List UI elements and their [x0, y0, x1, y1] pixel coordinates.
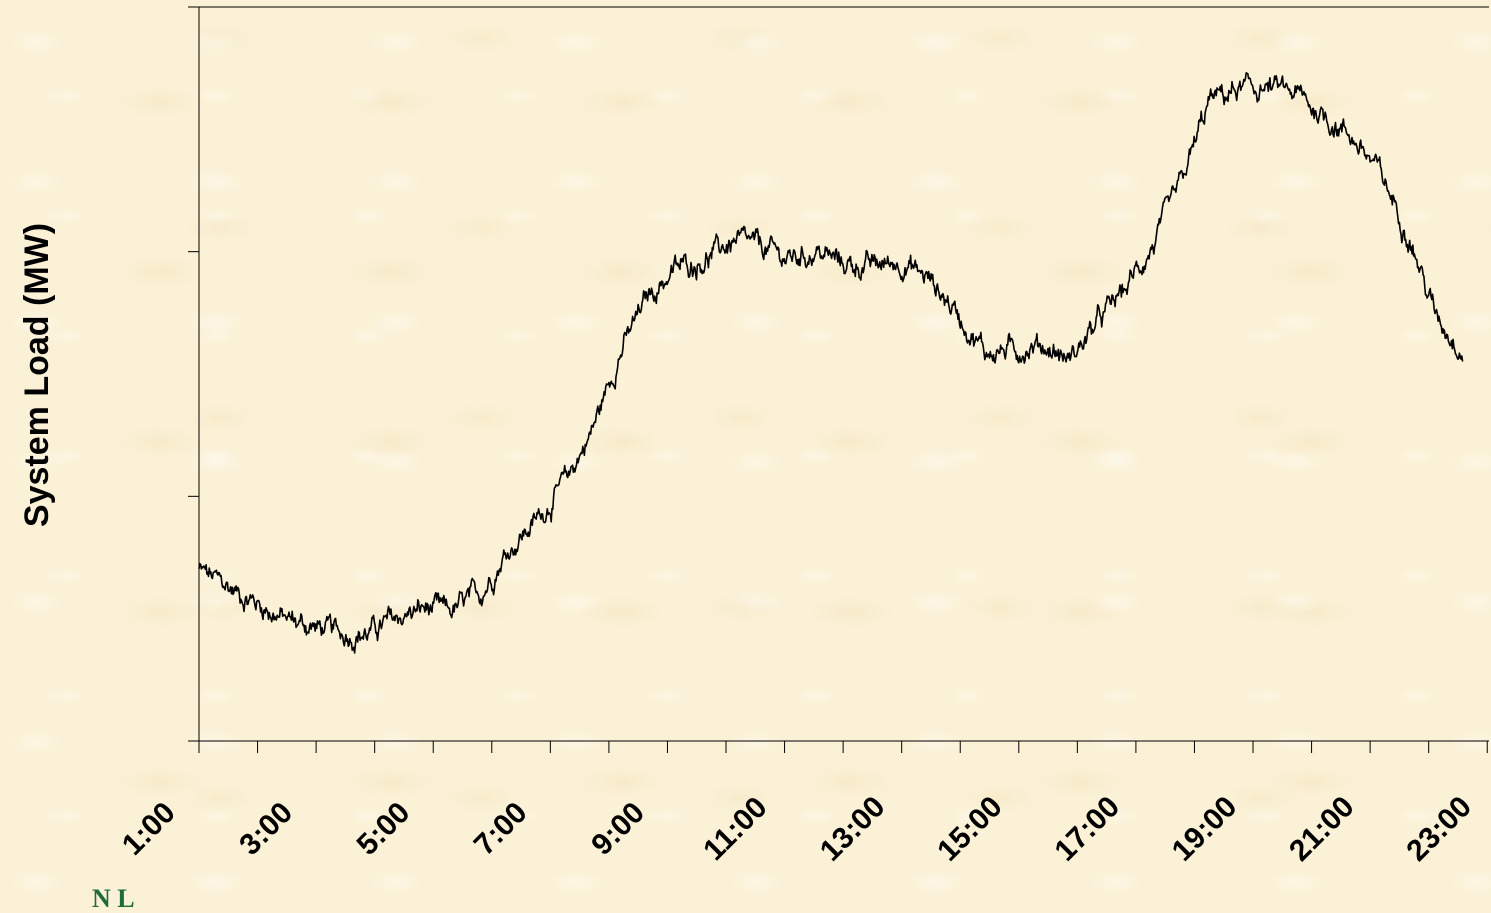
x-tick-label: 1:00 — [116, 796, 182, 862]
x-tick-label: 7:00 — [468, 796, 534, 862]
x-tick-labels: 1:00 3:00 5:00 7:00 9:00 11:00 13:00 15:00 17:00… — [116, 790, 1478, 868]
x-tick-label: 3:00 — [233, 796, 299, 862]
series-line-system-load — [198, 72, 1464, 654]
x-tick-label: 23:00 — [1400, 790, 1478, 868]
chart-axes — [188, 6, 1489, 753]
x-tick-label: 15:00 — [931, 790, 1009, 868]
footer-text: N L — [92, 884, 135, 913]
x-tick-label: 13:00 — [814, 790, 892, 868]
x-tick-label: 19:00 — [1166, 790, 1244, 868]
x-tick-label: 9:00 — [585, 796, 651, 862]
y-axis-label: System Load (MW) — [18, 223, 56, 527]
x-tick-label: 17:00 — [1048, 790, 1126, 868]
x-tick-label: 11:00 — [697, 791, 773, 867]
x-tick-label: 5:00 — [351, 796, 417, 862]
x-tick-label: 21:00 — [1283, 790, 1361, 868]
